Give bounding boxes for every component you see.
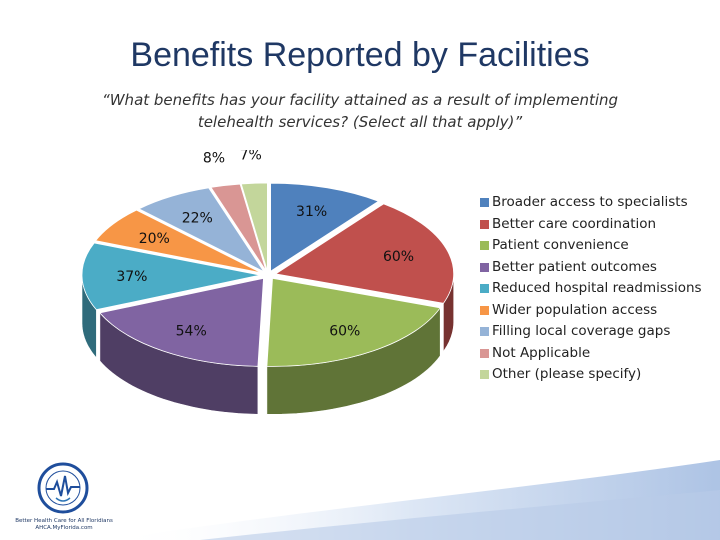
- data-label-5: 20%: [139, 231, 170, 247]
- slide-subtitle: “What benefits has your facility attaine…: [101, 91, 619, 131]
- pie-slice-6: [138, 187, 265, 273]
- legend-item: Patient convenience: [480, 235, 712, 257]
- data-label-3: 54%: [176, 324, 207, 340]
- pie-slice-3: [99, 277, 264, 367]
- chart-legend: Broader access to specialists Better care…: [480, 192, 712, 386]
- legend-swatch: [480, 219, 489, 229]
- legend-swatch: [480, 241, 489, 250]
- legend-label: Not Applicable: [492, 344, 591, 361]
- data-label-0: 31%: [296, 204, 327, 220]
- logo-caption-line-2: AHCA.MyFlorida.com: [35, 525, 93, 531]
- slide-title: Benefits Reported by Facilities: [130, 36, 590, 74]
- data-label-1: 60%: [383, 249, 414, 265]
- legend-label: Reduced hospital readmissions: [492, 280, 702, 296]
- pie-slice-1: [274, 203, 455, 304]
- legend-label: Broader access to specialists: [492, 194, 688, 210]
- pie-slice-4: [81, 242, 261, 311]
- data-label-7: 8%: [203, 151, 225, 167]
- legend-swatch: [480, 198, 489, 207]
- legend-swatch: [480, 284, 489, 293]
- legend-label: Patient convenience: [492, 237, 629, 253]
- legend-swatch: [480, 305, 489, 315]
- pie-slice-5: [94, 209, 262, 274]
- data-label-8: 7%: [240, 150, 262, 164]
- legend-item: Reduced hospital readmissions: [480, 278, 712, 300]
- pie-slice-7: [210, 183, 267, 272]
- legend-item: Filling local coverage gaps: [480, 321, 712, 343]
- legend-item: Other (please specify): [480, 364, 712, 386]
- pie-slice-8: [240, 182, 268, 272]
- legend-item: Broader access to specialists: [480, 192, 712, 214]
- footer-swoosh: [110, 460, 720, 540]
- logo-caption: Better Health Care for All Floridians AH…: [8, 518, 120, 532]
- data-label-2: 60%: [329, 324, 360, 340]
- pie-slice-0: [270, 182, 380, 272]
- legend-swatch: [480, 348, 489, 358]
- legend-item: Better care coordination: [480, 214, 712, 236]
- legend-swatch: [480, 370, 489, 379]
- data-label-6: 22%: [182, 210, 213, 226]
- legend-label: Other (please specify): [492, 366, 642, 382]
- legend-item: Better patient outcomes: [480, 257, 712, 279]
- legend-swatch: [480, 262, 489, 272]
- legend-label: Better patient outcomes: [492, 258, 657, 275]
- legend-item: Wider population access: [480, 300, 712, 322]
- legend-swatch: [480, 327, 489, 336]
- legend-label: Filling local coverage gaps: [492, 323, 671, 339]
- pie-chart: 31% 60% 60% 54% 37% 20% 22% 8% 7%: [81, 150, 455, 415]
- data-label-4: 37%: [116, 269, 147, 285]
- legend-label: Wider population access: [492, 301, 658, 318]
- pie-slice-2: [266, 277, 441, 367]
- agency-logo: [37, 462, 89, 514]
- legend-item: Not Applicable: [480, 343, 712, 365]
- legend-label: Better care coordination: [492, 215, 657, 232]
- logo-caption-line-1: Better Health Care for All Floridians: [15, 518, 113, 524]
